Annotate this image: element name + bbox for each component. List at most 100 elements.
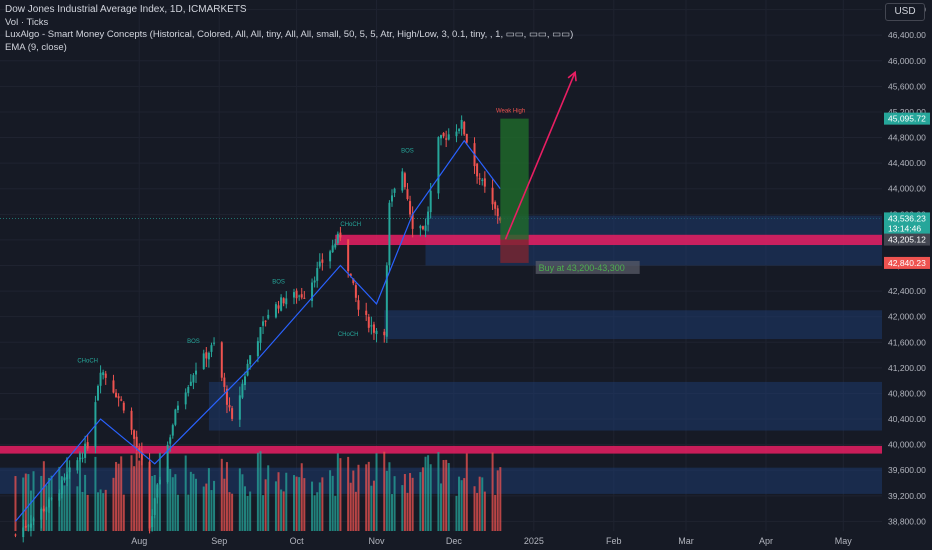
structure-label: CHoCH — [338, 332, 359, 338]
symbol-title[interactable]: Dow Jones Industrial Average Index, 1D, … — [5, 4, 247, 15]
volume-bar — [238, 468, 241, 531]
candle-body — [153, 498, 156, 515]
candle-body — [375, 330, 378, 335]
price-tag — [884, 112, 930, 125]
candle-body — [158, 479, 161, 485]
volume-bar — [411, 477, 414, 531]
time-tick: Nov — [369, 536, 386, 546]
candle-body — [156, 484, 159, 498]
price-axis[interactable]: 38,800.00 39,200.00 39,600.00 40,000.00 40,4… — [884, 5, 930, 527]
candle-body — [169, 437, 172, 444]
volume-bar — [318, 482, 321, 531]
time-tick: Dec — [446, 536, 463, 546]
candle-body — [349, 273, 352, 276]
currency-button[interactable]: USD — [885, 3, 925, 21]
volume-bar — [140, 458, 143, 531]
candle-body — [478, 178, 481, 180]
volume-bar — [40, 475, 43, 531]
time-axis[interactable]: Aug Sep Oct Nov Dec 2025 Feb Mar Apr May — [131, 536, 852, 546]
volume-bar — [442, 460, 445, 531]
candle-body — [99, 372, 102, 386]
volume-bar — [481, 477, 484, 531]
candle-body — [336, 233, 339, 244]
price-tick: 42,000.00 — [888, 312, 926, 322]
price-tick: 46,400.00 — [888, 30, 926, 40]
candle-body — [393, 188, 396, 193]
volume-bar — [347, 456, 350, 531]
volume-bar — [166, 466, 169, 531]
volume-bar — [274, 481, 277, 531]
time-tick: Feb — [606, 536, 622, 546]
volume-bar — [391, 494, 393, 531]
ema-legend[interactable]: EMA (9, close) — [5, 41, 67, 53]
structure-labels: CHoCH BOS BOS CHoCH CHoCH BOS Weak High — [77, 109, 525, 365]
volume-bar — [339, 458, 342, 531]
candle-body — [367, 316, 370, 328]
candle-body — [138, 447, 141, 452]
candle-body — [458, 129, 461, 131]
volume-bar — [262, 495, 265, 531]
candle-body — [187, 386, 190, 393]
candle-body — [427, 211, 430, 225]
candle-body — [282, 298, 285, 304]
volume-bar — [158, 452, 161, 531]
candle-body — [429, 190, 432, 213]
volume-bar — [195, 478, 197, 531]
volume-bar — [225, 462, 228, 531]
candle-body — [354, 285, 357, 298]
candle-body — [259, 327, 262, 343]
volume-bar — [50, 475, 53, 531]
candle-body — [424, 225, 427, 231]
candle-body — [76, 460, 79, 471]
volume-legend[interactable]: Vol · Ticks — [5, 16, 49, 28]
demand-zone — [384, 310, 882, 340]
volume-bar — [231, 493, 234, 531]
trade-note: Buy at 43,200-43,300 — [539, 263, 625, 273]
candle-body — [148, 461, 151, 529]
volume-bar — [117, 463, 120, 531]
candle-body — [84, 443, 87, 458]
candle-body — [370, 325, 373, 327]
chart-legend: Dow Jones Industrial Average Index, 1D, … — [5, 4, 573, 54]
volume-bar — [187, 494, 190, 531]
volume-bar — [176, 494, 179, 531]
price-tag-label: 13:14:46 — [888, 223, 921, 233]
price-tick: 40,000.00 — [888, 440, 926, 450]
candle-body — [50, 498, 53, 500]
supply-zone — [335, 234, 882, 246]
candle-body — [133, 430, 136, 439]
candle-body — [223, 377, 226, 387]
volume-bar — [311, 481, 314, 531]
volume-bar — [409, 473, 412, 531]
volume-bar — [372, 480, 375, 531]
volume-bar — [421, 467, 424, 531]
volume-bar — [478, 476, 481, 531]
candle-body — [184, 392, 187, 405]
candle-body — [447, 134, 450, 140]
indicator-legend[interactable]: LuxAlgo - Smart Money Concepts (Historic… — [5, 29, 574, 40]
volume-bar — [210, 490, 213, 531]
smc-zones — [0, 215, 883, 494]
trade-note-bg — [535, 260, 640, 274]
candle-body — [476, 163, 479, 177]
volume-bar — [445, 459, 448, 531]
candle-body — [231, 408, 234, 419]
volume-bar — [424, 456, 427, 531]
volume-bar — [27, 474, 30, 531]
chart-grid — [0, 0, 882, 531]
candle-body — [339, 232, 342, 238]
volume-bar — [78, 452, 81, 531]
price-tag — [884, 212, 930, 225]
volume-bar — [184, 455, 187, 531]
volume-bar — [285, 472, 288, 531]
volume-bar — [244, 486, 246, 531]
candle-body — [388, 202, 391, 266]
volume-bar — [352, 470, 355, 531]
candle-body — [48, 499, 50, 508]
candle-body — [32, 518, 35, 522]
long-position-tool[interactable]: Buy at 43,200-43,300 — [500, 70, 640, 274]
structure-label: CHoCH — [340, 222, 361, 228]
supply-zone — [0, 445, 882, 454]
candle-body — [293, 292, 295, 298]
